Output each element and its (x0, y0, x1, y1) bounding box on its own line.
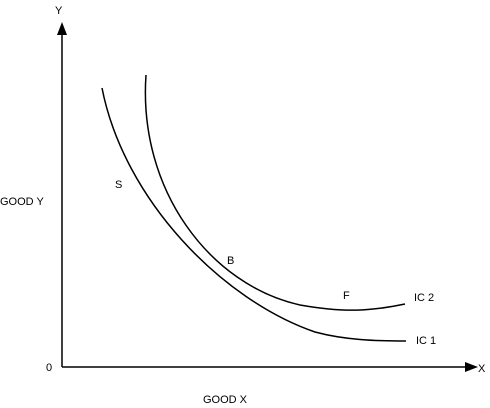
y-axis-arrow (57, 22, 67, 35)
y-axis-letter: Y (55, 5, 63, 17)
point-s-label: S (115, 179, 122, 191)
curve-ic1-label: IC 1 (416, 335, 436, 347)
curve-ic2 (144, 74, 406, 311)
x-axis-title: GOOD X (203, 394, 248, 406)
point-b-label: B (227, 255, 234, 267)
y-axis-title: GOOD Y (0, 196, 44, 208)
x-axis-arrow (465, 362, 478, 372)
curve-ic1 (101, 87, 407, 342)
origin-label: 0 (46, 362, 52, 374)
curve-ic2-label: IC 2 (414, 292, 434, 304)
x-axis-letter: X (478, 363, 486, 375)
point-f-label: F (343, 290, 350, 302)
